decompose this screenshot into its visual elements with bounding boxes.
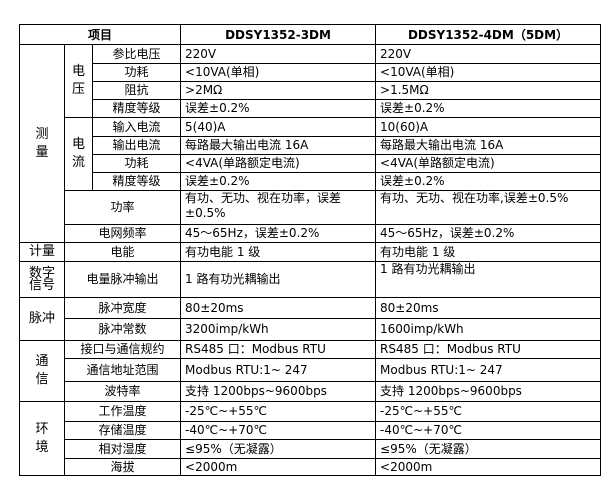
row-name: 电量脉冲输出 — [63, 261, 182, 298]
value-a: <10VA(单相) — [180, 63, 377, 82]
value-b: 有功电能 1 级 — [375, 242, 602, 262]
header-row: 项目 DDSY1352-3DM DDSY1352-4DM（5DM） — [18, 24, 602, 45]
row-name: 输入电流 — [91, 117, 182, 137]
value-a: >2MΩ — [180, 81, 377, 100]
group-metering: 计量 — [19, 242, 65, 262]
table-row: 精度等级 误差±0.2% 误差±0.2% — [20, 172, 602, 191]
value-a: 1 路有功光耦输出 — [180, 261, 377, 298]
row-name: 精度等级 — [91, 99, 182, 118]
value-b: 220V — [375, 44, 602, 64]
row-name: 功耗 — [91, 63, 182, 82]
value-a: 3200imp/kWh — [180, 318, 377, 341]
row-name: 工作温度 — [63, 401, 182, 422]
group-current: 电流 — [64, 117, 93, 191]
table-row: 功耗 <10VA(单相) <10VA(单相) — [20, 63, 602, 82]
table-row: 测量 电压 参比电压 220V 220V — [19, 44, 602, 243]
row-name: 功耗 — [91, 154, 182, 173]
table-row: 输出电流 每路最大输出电流 16A 每路最大输出电流 16A — [20, 136, 602, 155]
group-measure: 测量 — [19, 44, 65, 243]
row-name: 相对湿度 — [63, 439, 182, 459]
row-name: 海拔 — [63, 458, 182, 476]
row-name: 存储温度 — [63, 421, 182, 440]
value-b: 1600imp/kWh — [375, 318, 602, 341]
row-name: 电网频率 — [63, 224, 182, 243]
row-name: 脉冲宽度 — [63, 297, 182, 319]
value-b: 误差±0.2% — [375, 172, 602, 191]
value-b: >1.5MΩ — [375, 81, 602, 100]
value-a: Modbus RTU:1~ 247 — [180, 358, 377, 382]
header-item: 项目 — [18, 24, 182, 45]
value-b: 80±20ms — [375, 297, 602, 319]
table-row: 功率 有功、无功、视在功率，误差±0.5% 有功、无功、视在功率,误差±0.5% — [20, 190, 602, 225]
table-row: 精度等级 误差±0.2% 误差±0.2% — [20, 99, 602, 118]
header-model-a: DDSY1352-3DM — [180, 24, 377, 45]
value-a: 5(40)A — [180, 117, 377, 137]
table-row: 数字信号 电量脉冲输出 1 路有功光耦输出 1 路有功光耦输出 — [19, 261, 602, 298]
table-row: 脉冲 脉冲宽度 80±20ms 80±20ms — [19, 297, 602, 341]
group-environment: 环境 — [19, 401, 65, 476]
table-row: 功耗 <4VA(单路额定电流) <4VA(单路额定电流) — [20, 154, 602, 173]
row-name: 通信地址范围 — [63, 358, 182, 382]
table-row: 存储温度 -40℃~+70℃ -40℃~+70℃ — [20, 421, 602, 440]
table-row: 电流 输入电流 5(40)A 10(60)A — [20, 117, 602, 191]
value-a: 误差±0.2% — [180, 99, 377, 118]
value-b: 误差±0.2% — [375, 99, 602, 118]
table-row: 环境 工作温度 -25℃~+55℃ -25℃~+55℃ — [19, 401, 602, 476]
value-b: RS485 口：Modbus RTU — [375, 340, 602, 359]
table-row: 计量 电能 有功电能 1 级 有功电能 1 级 — [19, 242, 602, 262]
row-name: 接口与通信规约 — [63, 340, 182, 359]
value-a: RS485 口：Modbus RTU — [180, 340, 377, 359]
value-b: 每路最大输出电流 16A — [375, 136, 602, 155]
group-digital-signal: 数字信号 — [19, 261, 65, 298]
row-name: 波特率 — [63, 381, 182, 402]
value-b: 支持 1200bps~9600bps — [375, 381, 602, 402]
group-pulse: 脉冲 — [19, 297, 65, 341]
table-row: 通信地址范围 Modbus RTU:1~ 247 Modbus RTU:1~ 2… — [20, 358, 602, 382]
row-name: 功率 — [63, 190, 182, 225]
table-row: 海拔 <2000m <2000m — [20, 458, 602, 476]
value-b: 有功、无功、视在功率,误差±0.5% — [375, 190, 602, 225]
table-row: 阻抗 >2MΩ >1.5MΩ — [20, 81, 602, 100]
value-b: Modbus RTU:1~ 247 — [375, 358, 602, 382]
value-a: 每路最大输出电流 16A — [180, 136, 377, 155]
row-name: 电能 — [63, 242, 182, 262]
table-row: 电网频率 45～65Hz，误差±0.2% 45～65Hz，误差±0.2% — [20, 224, 602, 243]
row-name: 精度等级 — [91, 172, 182, 191]
row-name: 阻抗 — [91, 81, 182, 100]
header-model-b: DDSY1352-4DM（5DM） — [375, 24, 602, 45]
value-a: -25℃~+55℃ — [180, 401, 377, 422]
row-name: 参比电压 — [91, 44, 182, 64]
value-b: <2000m — [375, 458, 602, 476]
row-name: 输出电流 — [91, 136, 182, 155]
table-row: 相对湿度 ≤95%（无凝露） ≤95%（无凝露） — [20, 439, 602, 459]
spec-table: 项目 DDSY1352-3DM DDSY1352-4DM（5DM） 测量 电压 … — [18, 24, 602, 476]
value-a: <2000m — [180, 458, 377, 476]
row-name: 脉冲常数 — [63, 318, 182, 341]
value-b: 10(60)A — [375, 117, 602, 137]
value-a: 45～65Hz，误差±0.2% — [180, 224, 377, 243]
value-a: 支持 1200bps~9600bps — [180, 381, 377, 402]
value-a: 有功电能 1 级 — [180, 242, 377, 262]
table-row: 波特率 支持 1200bps~9600bps 支持 1200bps~9600bp… — [20, 381, 602, 402]
value-a: -40℃~+70℃ — [180, 421, 377, 440]
group-voltage: 电压 — [64, 44, 93, 118]
table-row: 通信 接口与通信规约 RS485 口：Modbus RTU RS485 口：Mo… — [19, 340, 602, 402]
table-row: 脉冲常数 3200imp/kWh 1600imp/kWh — [20, 318, 602, 341]
group-communication: 通信 — [19, 340, 65, 402]
value-b: 45～65Hz，误差±0.2% — [375, 224, 602, 243]
value-b: -40℃~+70℃ — [375, 421, 602, 440]
value-a: 220V — [180, 44, 377, 64]
value-a: 有功、无功、视在功率，误差±0.5% — [180, 190, 377, 225]
value-a: 80±20ms — [180, 297, 377, 319]
value-b: 1 路有功光耦输出 — [375, 261, 602, 298]
value-b: -25℃~+55℃ — [375, 401, 602, 422]
value-b: <10VA(单相) — [375, 63, 602, 82]
value-a: ≤95%（无凝露） — [180, 439, 377, 459]
value-a: <4VA(单路额定电流) — [180, 154, 377, 173]
value-b: ≤95%（无凝露） — [375, 439, 602, 459]
value-a: 误差±0.2% — [180, 172, 377, 191]
value-b: <4VA(单路额定电流) — [375, 154, 602, 173]
